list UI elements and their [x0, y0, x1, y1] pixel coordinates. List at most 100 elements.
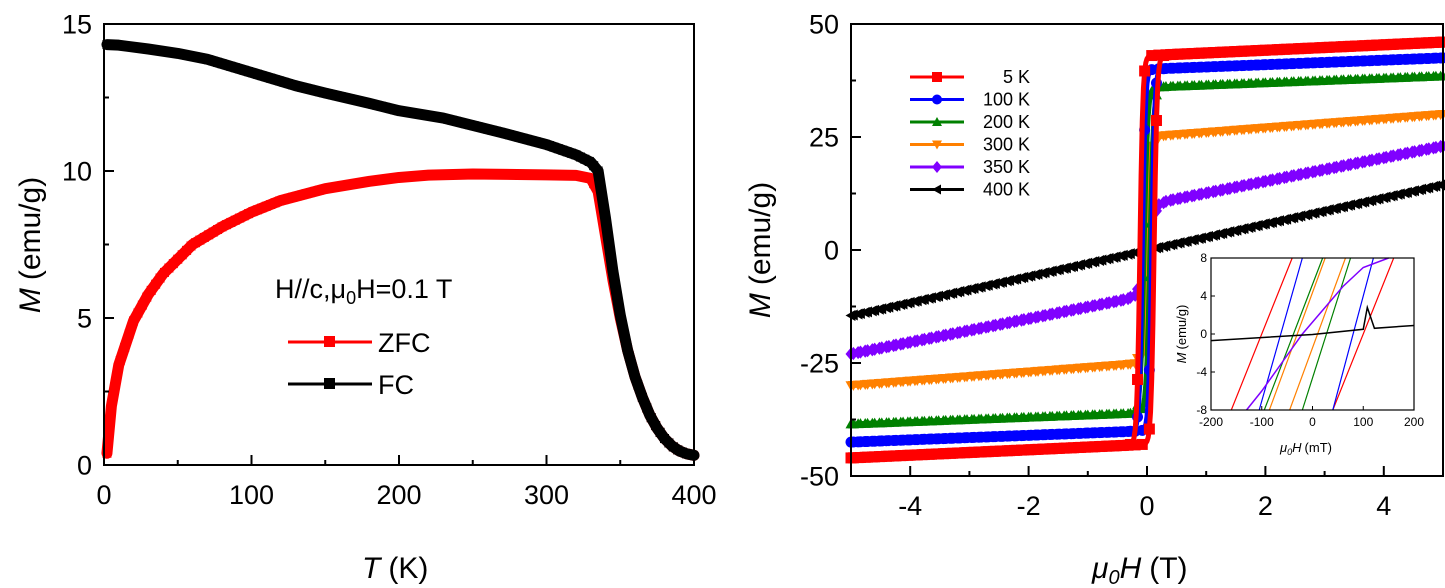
data-point [120, 342, 130, 352]
data-point [1267, 173, 1279, 187]
data-point [847, 452, 859, 464]
y-tick-label: -25 [800, 348, 839, 378]
inset-chart: -200 -100 0 100 200 -8 -4 0 4 8 μ0H (mT) M(emu/g) [1174, 251, 1424, 457]
data-point [1117, 439, 1129, 451]
data-point [1373, 152, 1385, 166]
data-point [1046, 410, 1058, 421]
data-point [904, 416, 916, 427]
legend-label-fc: FC [378, 370, 414, 400]
data-point [954, 285, 965, 297]
data-point [1394, 72, 1406, 83]
data-point [1238, 178, 1250, 193]
data-point [1110, 408, 1122, 419]
data-point [1359, 196, 1370, 208]
y-tick-label: -4 [1196, 365, 1207, 379]
data-point [1430, 36, 1442, 48]
data-point [637, 392, 647, 402]
data-point [1387, 72, 1399, 83]
data-point [1160, 240, 1171, 252]
data-point [1288, 211, 1299, 223]
data-point [106, 401, 116, 411]
data-point [1274, 171, 1286, 186]
data-point [1338, 159, 1350, 173]
data-point [1004, 412, 1016, 423]
data-point [1032, 443, 1044, 455]
data-point [1011, 412, 1023, 423]
data-point [904, 449, 916, 461]
data-point [947, 327, 959, 341]
data-point [1288, 43, 1300, 55]
data-point [1082, 257, 1093, 269]
inset-y-axis-title: M(emu/g) [1174, 305, 1189, 364]
legend-marker [932, 94, 942, 105]
data-point [1366, 153, 1378, 167]
data-point [862, 306, 872, 318]
data-point [1267, 216, 1277, 228]
data-point [1167, 193, 1179, 207]
data-point [1352, 197, 1363, 209]
data-point [1060, 262, 1071, 274]
data-point [629, 367, 639, 377]
data-point [142, 292, 152, 302]
data-point [1245, 221, 1256, 233]
data-point [1330, 160, 1342, 174]
data-point [854, 418, 866, 429]
data-point [1267, 44, 1279, 56]
data-point [1330, 74, 1342, 85]
y-tick-label: 25 [809, 122, 839, 152]
data-point [1423, 182, 1434, 194]
data-point [862, 451, 874, 463]
y-tick-label: 10 [62, 156, 92, 186]
data-point [1281, 170, 1293, 184]
data-point [1124, 438, 1136, 450]
inset-branch [1263, 257, 1324, 411]
data-point [1423, 71, 1435, 81]
legend-label: 100 K [983, 90, 1030, 110]
data-point [1053, 442, 1065, 454]
data-point [1153, 241, 1164, 253]
data-point [1039, 308, 1051, 323]
data-point [1032, 411, 1044, 422]
data-point [911, 449, 923, 461]
data-point [911, 295, 922, 307]
inset-branch [1332, 257, 1374, 411]
data-point [1302, 208, 1313, 220]
data-point [926, 331, 938, 345]
data-point [1181, 80, 1193, 91]
data-point [1110, 294, 1122, 308]
legend-label: 350 K [983, 157, 1030, 177]
x-tick-label: 0 [1139, 491, 1154, 521]
legend-marker [932, 184, 941, 195]
data-point [911, 334, 923, 348]
data-point [129, 316, 138, 326]
data-point [982, 320, 994, 334]
data-point [624, 351, 634, 361]
data-point [1366, 194, 1377, 206]
data-point [982, 279, 993, 291]
x-tick-label: -100 [1250, 415, 1274, 429]
data-point [968, 413, 980, 424]
data-point [1060, 304, 1072, 318]
legend-label: 400 K [983, 180, 1030, 200]
data-point [1181, 190, 1193, 204]
data-point [642, 403, 652, 413]
data-point [1039, 443, 1051, 455]
data-point [1060, 442, 1072, 454]
data-point [1188, 47, 1200, 59]
data-point [1345, 199, 1356, 211]
data-point [1053, 410, 1065, 421]
data-point [1089, 409, 1101, 420]
legend-marker-zfc [324, 336, 335, 347]
series-5k [845, 36, 1445, 464]
left-y-axis-title: M(emu/g) [14, 177, 47, 313]
y-tick-label: 0 [824, 235, 839, 265]
data-point [989, 318, 1001, 332]
data-point [1046, 307, 1058, 321]
y-tick-label: 4 [1200, 289, 1207, 303]
x-tick-label: 4 [1376, 491, 1391, 521]
data-point [862, 417, 874, 428]
data-point [890, 338, 902, 352]
data-point [1160, 49, 1172, 61]
data-point [1373, 39, 1385, 51]
data-point [1053, 305, 1065, 320]
